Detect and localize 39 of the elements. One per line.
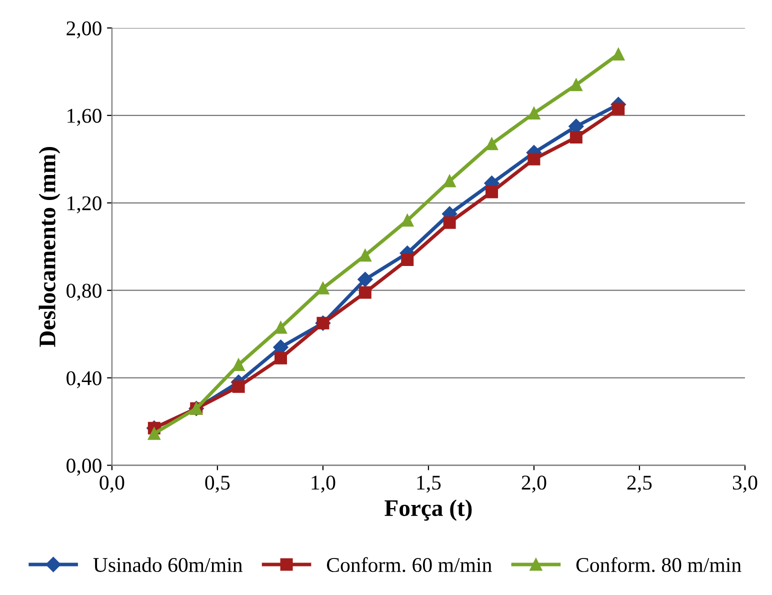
point (232, 358, 245, 371)
point (612, 48, 625, 60)
legend-label: Conform. 60 m/min (326, 557, 492, 572)
x-tick-label: 0,0 (100, 476, 124, 493)
x-tick-label: 1,5 (417, 476, 441, 493)
y-tick-label: 2,00 (66, 21, 102, 38)
x-tick-label: 0,5 (205, 476, 230, 493)
point (528, 106, 540, 120)
point (316, 282, 330, 294)
point (443, 216, 456, 229)
point (274, 321, 287, 334)
point (570, 78, 582, 92)
point (486, 186, 498, 198)
point (401, 214, 414, 227)
point (486, 138, 498, 150)
y-tick-label: 1,20 (68, 196, 102, 214)
point (443, 174, 456, 188)
y-tick-label: 1,60 (68, 108, 102, 126)
x-tick-label: 3,0 (732, 476, 758, 493)
point (358, 272, 373, 287)
y-axis-title: Deslocamento (mm) (38, 147, 60, 347)
y-tick-label: 0,80 (66, 284, 102, 301)
point (358, 286, 372, 299)
x-tick-label: 1,0 (312, 476, 336, 493)
x-tick-label: 2,5 (627, 476, 652, 493)
legend-label: Usinado 60m/min (93, 557, 242, 572)
point (528, 152, 540, 166)
point (232, 380, 245, 393)
point (612, 102, 625, 116)
point (358, 249, 372, 262)
point (570, 131, 582, 144)
x-tick-label: 2,0 (522, 476, 546, 493)
x-axis-title: Força (t) (384, 499, 472, 521)
y-tick-label: 0,40 (66, 371, 102, 388)
point (148, 427, 160, 440)
y-tick-label: 0,00 (66, 458, 102, 476)
point (401, 253, 414, 266)
point (274, 352, 287, 364)
legend-label: Conform. 80 m/min (576, 557, 742, 572)
